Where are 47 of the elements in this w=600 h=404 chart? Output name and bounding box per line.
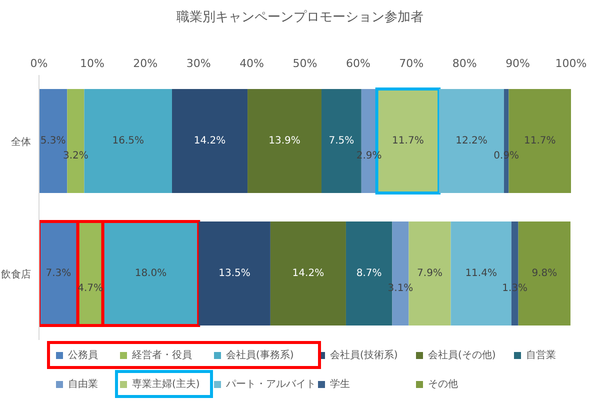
bar <box>270 222 346 326</box>
chart-title: 職業別キャンペーンプロモーション参加者 <box>176 9 424 26</box>
data-label: 16.5% <box>112 136 144 146</box>
data-label: 7.3% <box>46 268 72 279</box>
x-tick-label: 0% <box>30 57 48 70</box>
x-tick-label: 70% <box>399 57 424 70</box>
data-label: 18.0% <box>134 268 167 279</box>
data-label: 14.2% <box>194 136 226 146</box>
data-label: 9.8% <box>532 268 558 279</box>
x-tick-label: 60% <box>346 57 370 70</box>
legend-label: 会社員(その他) <box>428 348 496 362</box>
y-tick-label: 飲食店 <box>1 268 31 280</box>
x-tick-label: 30% <box>186 57 211 70</box>
x-tick-label: 20% <box>133 57 158 70</box>
data-label: 1.3% <box>502 283 528 294</box>
data-label: 5.3% <box>40 136 66 146</box>
legend-label: 自営業 <box>526 348 556 362</box>
data-label: 7.9% <box>417 268 442 279</box>
bar <box>172 89 248 193</box>
legend-label: 会社員(事務系) <box>226 348 294 362</box>
legend-label: 専業主婦(主夫) <box>132 378 200 391</box>
legend-label: 公務員 <box>68 349 98 362</box>
bar <box>198 222 270 326</box>
data-label: 11.7% <box>524 136 556 146</box>
x-tick-label: 40% <box>240 57 264 70</box>
legend-label: 学生 <box>330 378 350 391</box>
data-label: 11.4% <box>465 268 497 279</box>
legend-label: 自由業 <box>68 378 98 391</box>
x-tick-label: 80% <box>452 57 477 70</box>
legend-label: パート・アルバイト <box>226 378 316 391</box>
x-tick-label: 50% <box>292 57 318 70</box>
legend-label: 経営者・役員 <box>132 348 192 362</box>
data-label: 13.9% <box>268 136 300 146</box>
y-tick-label: 全体 <box>11 136 31 148</box>
x-tick-label: 10% <box>80 57 104 70</box>
data-label: 0.9% <box>494 150 520 162</box>
legend-label: 会社員(技術系) <box>330 348 398 362</box>
x-tick-label: 90% <box>506 57 530 70</box>
data-label: 11.7% <box>392 136 424 146</box>
data-label: 7.5% <box>328 136 354 146</box>
data-label: 8.7% <box>356 268 382 279</box>
bar <box>248 89 322 193</box>
data-label: 12.2% <box>456 136 488 146</box>
legend-label: その他 <box>428 378 458 391</box>
data-label: 13.5% <box>218 268 250 279</box>
x-tick-label: 100% <box>555 57 587 70</box>
data-label: 14.2% <box>292 268 324 279</box>
